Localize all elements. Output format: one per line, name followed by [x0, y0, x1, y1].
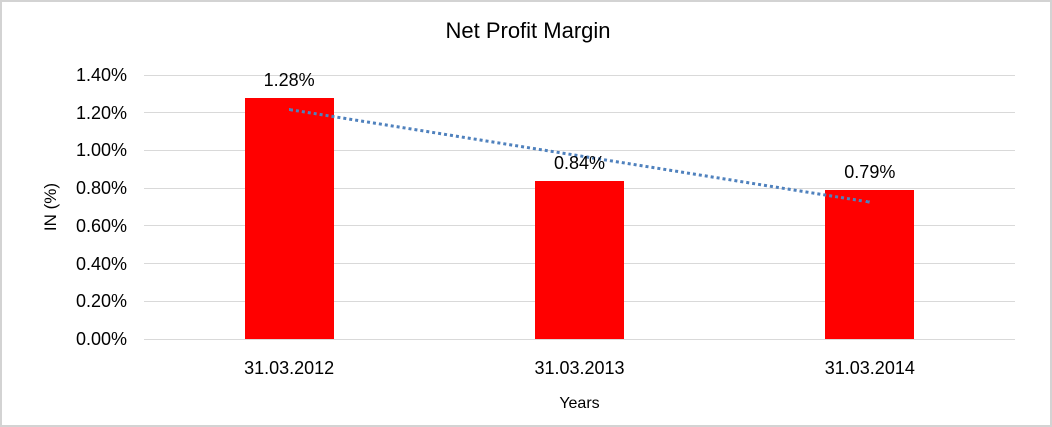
- gridline: [144, 112, 1015, 114]
- bar: [825, 190, 915, 339]
- x-category-label: 31.03.2014: [824, 358, 915, 378]
- y-tick-label: 0.80%: [75, 178, 127, 199]
- y-axis-title: IN (%): [41, 182, 60, 232]
- y-tick-label: 1.40%: [75, 65, 127, 85]
- gridline: [144, 338, 1015, 340]
- plot-area: 0.00% 0.20% 0.40% 0.60% 0.80% 1.00% 1.20% 1.40%…: [76, 65, 1015, 378]
- bar: [244, 97, 334, 339]
- bar-value-label: 0.84%: [553, 152, 606, 173]
- bar-value-label: 1.28%: [263, 69, 315, 90]
- bar: [535, 180, 624, 339]
- x-axis-title: Years: [559, 395, 600, 412]
- gridline: [144, 74, 1015, 76]
- bar-value-label: 0.79%: [844, 162, 896, 183]
- chart-title: Net Profit Margin: [445, 18, 611, 43]
- gridline: [144, 149, 1015, 151]
- x-category-label: 31.03.2012: [244, 358, 335, 378]
- y-tick-label: 0.00%: [75, 329, 127, 349]
- y-tick-label: 1.00%: [75, 140, 127, 161]
- y-tick-label: 0.40%: [75, 253, 127, 274]
- y-tick-label: 0.20%: [75, 291, 127, 312]
- x-category-label: 31.03.2013: [534, 358, 625, 378]
- y-tick-label: 0.60%: [75, 215, 127, 236]
- y-tick-label: 1.20%: [75, 102, 127, 123]
